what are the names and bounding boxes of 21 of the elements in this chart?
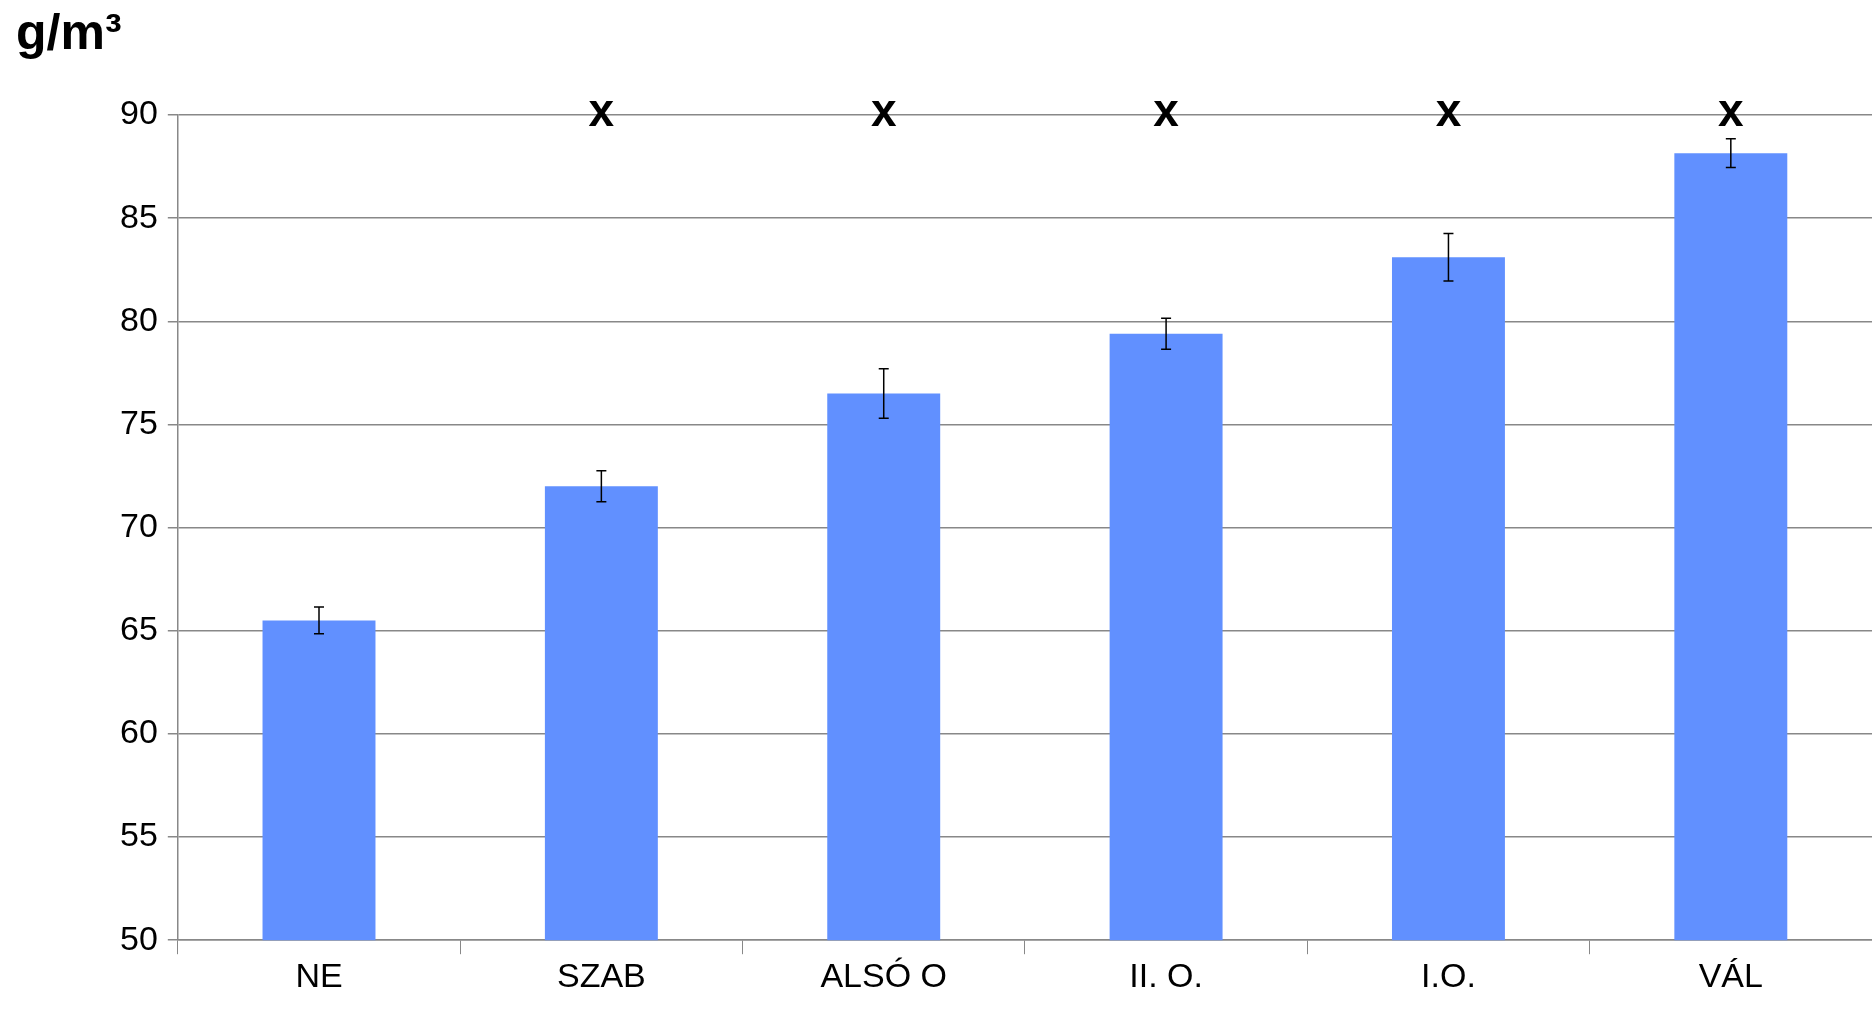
y-tick-label: 85 [119, 196, 158, 235]
y-tick-label: 80 [119, 299, 158, 338]
annotation: x [870, 83, 897, 136]
y-tick-label: 60 [119, 712, 158, 751]
y-axis-title: g/m³ [16, 3, 122, 60]
annotation: x [1435, 83, 1462, 136]
annotation: x [1153, 83, 1180, 136]
x-tick-label: SZAB [556, 955, 646, 994]
annotation: x [1718, 83, 1745, 136]
y-tick-label: 70 [119, 505, 158, 544]
y-tick-label: 50 [119, 918, 158, 957]
x-tick-label: NE [295, 955, 343, 994]
x-tick-label: ALSÓ O [820, 955, 948, 994]
x-tick-label: I.O. [1421, 955, 1476, 994]
y-tick-label: 75 [119, 402, 158, 441]
y-tick-label: 65 [119, 609, 158, 648]
annotation: x [588, 83, 615, 136]
x-tick-label: II. O. [1129, 955, 1203, 994]
y-tick-label: 90 [119, 93, 158, 132]
x-tick-label: VÁL [1698, 955, 1763, 994]
y-tick-label: 55 [119, 815, 158, 854]
